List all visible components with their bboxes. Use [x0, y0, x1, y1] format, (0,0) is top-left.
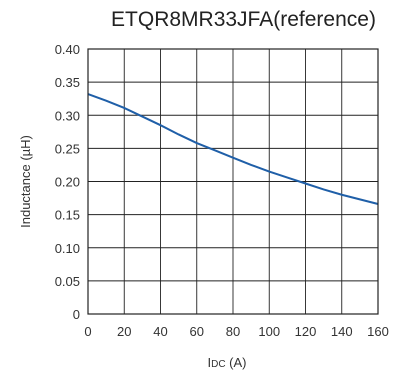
- y-tick-label: 0.30: [55, 108, 80, 123]
- series-line-0: [87, 93, 379, 205]
- grid: [87, 48, 379, 315]
- x-tick-label: 120: [295, 324, 317, 339]
- y-tick-label: 0.10: [55, 241, 80, 256]
- plot-frame: [87, 48, 379, 315]
- y-tick-label: 0.15: [55, 208, 80, 223]
- y-axis-label: Inductance (µH): [18, 135, 33, 228]
- x-axis-label-unit: (A): [226, 355, 247, 370]
- x-tick-label: 40: [153, 324, 167, 339]
- series-layer: [87, 93, 379, 205]
- y-tick-label: 0: [73, 307, 80, 322]
- x-axis-label-main: I: [207, 355, 211, 370]
- y-tick-label: 0.35: [55, 75, 80, 90]
- x-tick-labels: 0 20 40 60 80 100 120 140 160: [84, 324, 388, 339]
- x-tick-label: 140: [331, 324, 353, 339]
- x-tick-label: 60: [190, 324, 204, 339]
- y-tick-label: 0.40: [55, 42, 80, 57]
- y-tick-label: 0.05: [55, 274, 80, 289]
- x-axis-label-sub: DC: [211, 359, 225, 370]
- x-tick-label: 20: [117, 324, 131, 339]
- x-tick-label: 100: [258, 324, 280, 339]
- y-tick-label: 0.20: [55, 175, 80, 190]
- x-tick-label: 80: [226, 324, 240, 339]
- x-axis-label: IDC (A): [207, 355, 246, 370]
- chart-title: ETQR8MR33JFA(reference): [111, 8, 376, 31]
- x-tick-label: 0: [84, 324, 91, 339]
- y-tick-labels: 0 0.05 0.10 0.15 0.20 0.25 0.30 0.35 0.40: [55, 42, 80, 322]
- x-tick-label: 160: [367, 324, 389, 339]
- y-tick-label: 0.25: [55, 141, 80, 156]
